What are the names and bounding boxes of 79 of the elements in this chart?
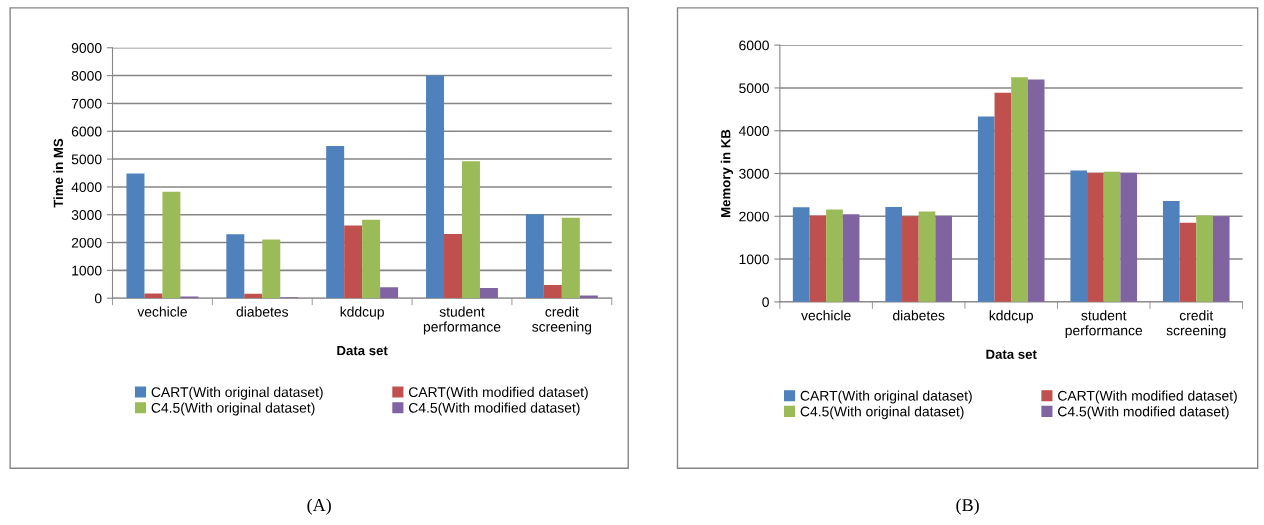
- bar: [1212, 216, 1230, 302]
- bar: [579, 295, 598, 299]
- x-tick-label: student performance: [1065, 310, 1143, 339]
- bar: [362, 219, 381, 299]
- y-axis-title: Memory in KB: [720, 129, 734, 217]
- bar: [162, 191, 181, 299]
- y-tick-label: 1000: [739, 254, 769, 265]
- bar: [918, 211, 936, 302]
- bar: [994, 92, 1012, 302]
- y-tick-label: 5000: [71, 154, 102, 165]
- y-tick-label: 2000: [71, 237, 102, 248]
- bar: [262, 239, 281, 299]
- bar: [126, 173, 145, 299]
- bar: [426, 75, 445, 299]
- y-tick-label: 7000: [71, 98, 102, 109]
- x-tick-label: student performance: [423, 306, 501, 335]
- bar: [144, 293, 163, 299]
- bar: [1011, 77, 1028, 302]
- bar: [1120, 172, 1138, 302]
- x-axis-title: Data set: [986, 349, 1037, 359]
- legend-label: CART(With original dataset): [800, 390, 972, 404]
- x-tick-label: credit screening: [1166, 310, 1226, 339]
- bar: [525, 214, 544, 299]
- legend-label: C4.5(With original dataset): [151, 402, 315, 416]
- x-tick-label: diabetes: [893, 310, 945, 321]
- y-axis-title: Time in MS: [53, 138, 64, 208]
- y-tick-label: 0: [94, 293, 102, 304]
- bar: [1179, 222, 1197, 302]
- bar: [842, 214, 860, 302]
- x-tick-label: diabetes: [236, 306, 289, 317]
- legend-label: C4.5(With modified dataset): [1058, 406, 1229, 420]
- bar: [902, 216, 919, 302]
- bar: [809, 215, 827, 302]
- y-tick-label: 3000: [739, 168, 769, 179]
- x-tick-label: kddcup: [340, 306, 384, 320]
- bar: [1087, 172, 1104, 302]
- bar: [380, 287, 399, 299]
- y-tick-label: 2000: [739, 211, 769, 222]
- y-tick-label: 3000: [71, 210, 102, 220]
- legend-label: C4.5(With modified dataset): [408, 402, 580, 416]
- x-tick-label: kddcup: [989, 310, 1034, 324]
- y-tick-label: 1000: [72, 265, 102, 276]
- bar: [977, 116, 995, 302]
- bar: [792, 207, 810, 302]
- bar: [1196, 215, 1213, 302]
- text: (B): [956, 498, 979, 515]
- y-tick-label: 6000: [739, 40, 769, 51]
- legend-label: CART(With original dataset): [151, 386, 323, 400]
- y-tick-label: 6000: [71, 126, 102, 137]
- x-tick-label: credit screening: [532, 306, 592, 335]
- y-tick-label: 9000: [71, 43, 102, 53]
- bar: [885, 206, 903, 302]
- bar: [1162, 200, 1180, 302]
- bar: [543, 285, 562, 299]
- bar: [479, 287, 498, 299]
- bar: [1070, 170, 1088, 302]
- bar: [344, 225, 363, 299]
- bar: [226, 234, 245, 299]
- x-tick-label: vechicle: [137, 306, 187, 317]
- legend-label: CART(With modified dataset): [408, 386, 588, 400]
- y-tick-label: 8000: [71, 70, 102, 81]
- y-tick-label: 4000: [71, 182, 102, 193]
- bar: [826, 209, 843, 302]
- x-axis-title: Data set: [337, 346, 388, 356]
- bar: [1103, 171, 1121, 302]
- bar: [326, 146, 345, 299]
- legend-label: C4.5(With original dataset): [800, 406, 964, 420]
- y-tick-label: 0: [762, 297, 769, 308]
- legend-label: CART(With modified dataset): [1058, 390, 1237, 404]
- bar: [244, 293, 263, 299]
- y-tick-label: 4000: [738, 126, 769, 136]
- bar: [561, 217, 580, 299]
- bar: [1027, 79, 1045, 302]
- bar: [461, 161, 480, 299]
- text: (A): [307, 498, 331, 515]
- bar: [444, 233, 462, 299]
- y-tick-label: 5000: [739, 83, 769, 94]
- x-tick-label: vechicle: [801, 310, 851, 321]
- bar: [935, 215, 952, 302]
